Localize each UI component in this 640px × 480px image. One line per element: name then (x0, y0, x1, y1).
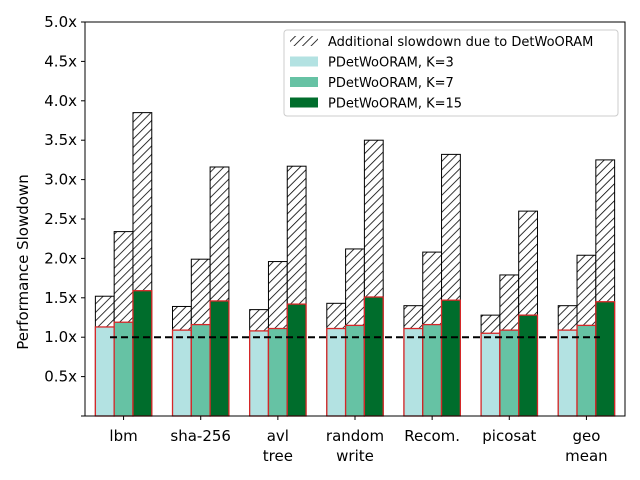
y-tick-label: 4.5x (44, 52, 77, 70)
x-tick-label: avl (267, 427, 289, 445)
pdet-bar-5-k15 (440, 299, 461, 417)
pdet-bar-6-k7 (499, 329, 520, 417)
x-tick-label: random (326, 427, 384, 445)
legend-swatch-k2 (290, 77, 318, 87)
x-tick-label: mean (565, 447, 608, 465)
pdet-bar-1-k15 (132, 290, 153, 417)
pdet-bar-6-k3 (480, 332, 501, 417)
pdet-bar-7-k7 (576, 324, 597, 417)
x-tick-label: write (336, 447, 374, 465)
y-tick-label: 2.5x (44, 210, 77, 228)
axes-layer: lbm sha-256 avl tree random write Recom. picosa… (44, 13, 626, 465)
x-tick-label: tree (263, 447, 293, 465)
legend-label-k2: PDetWoORAM, K=7 (328, 76, 454, 91)
y-axis-label: Performance Slowdown (14, 174, 32, 349)
pdet-bar-6-k15 (518, 314, 539, 417)
legend-label-detworam: Additional slowdown due to DetWoORAM (328, 35, 593, 50)
y-tick-label: 3.5x (44, 131, 77, 149)
y-tick-label: 4.0x (44, 92, 77, 110)
plot-frame (84, 21, 626, 417)
y-tick-label: 5.0x (44, 13, 77, 31)
y-tick-label: 1.5x (44, 289, 77, 307)
pdet-bar-7-k15 (595, 301, 616, 417)
x-tick-label: lbm (109, 427, 137, 445)
pdet-bar-5-k7 (422, 323, 443, 417)
y-tick-label: 0.5x (44, 368, 77, 386)
legend-box (283, 29, 619, 117)
pdet-bar-4-k3 (326, 327, 347, 417)
pdet-bar-3-k7 (267, 327, 288, 417)
legend-swatch-detworam (290, 36, 318, 46)
x-tick-label: sha-256 (170, 427, 231, 445)
legend-swatch-k1 (290, 56, 318, 67)
pdet-bar-2-k15 (209, 300, 230, 417)
x-tick-label: picosat (482, 427, 536, 445)
y-tick-label: 3.0x (44, 171, 77, 189)
pdet-bar-7-k3 (557, 329, 578, 417)
pdet-bar-4-k15 (363, 296, 384, 417)
y-tick-label: 2.0x (44, 249, 77, 267)
legend-label-k1: PDetWoORAM, K=3 (328, 56, 454, 71)
legend-swatch-k3 (290, 97, 318, 108)
pdet-bar-4-k7 (344, 324, 366, 417)
y-tick-label: 1.0x (44, 328, 77, 346)
pdet-bar-3-k3 (249, 330, 270, 417)
x-tick-label: Recom. (404, 427, 460, 445)
pdet-bar-1-k3 (94, 326, 115, 417)
bars-layer (94, 112, 616, 417)
pdet-bar-2-k3 (171, 329, 192, 417)
x-tick-label: geo (572, 427, 600, 445)
legend: Additional slowdown due to DetWoORAM PDet… (283, 29, 619, 117)
pdet-bar-5-k3 (403, 327, 424, 417)
legend-label-k3: PDetWoORAM, K=15 (328, 97, 462, 112)
pdet-bar-3-k15 (286, 303, 307, 417)
pdet-bar-2-k7 (190, 323, 211, 417)
